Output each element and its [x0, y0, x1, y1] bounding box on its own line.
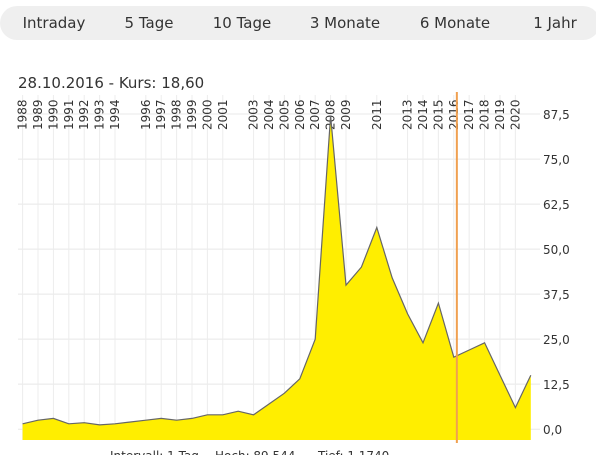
x-tick-label: 1999 [185, 99, 199, 130]
tab[interactable]: Intraday [22, 14, 86, 32]
chart-title: 28.10.2016 - Kurs: 18,60 [18, 74, 204, 92]
y-tick-label: 25,0 [543, 333, 570, 347]
y-tick-label: 87,5 [543, 108, 570, 122]
x-tick-label: 2016 [447, 99, 461, 130]
x-tick-label: 2007 [308, 99, 322, 130]
tab[interactable]: 5 Tage [124, 14, 174, 32]
x-tick-label: 2013 [401, 99, 415, 130]
y-tick-label: 12,5 [543, 378, 570, 392]
x-tick-label: 2005 [277, 99, 291, 130]
x-tick-label: 1996 [139, 99, 153, 130]
x-tick-label: 2006 [293, 99, 307, 130]
x-tick-label: 2000 [200, 99, 214, 130]
x-tick-label: 1994 [108, 99, 122, 130]
y-tick-label: 50,0 [543, 243, 570, 257]
x-tick-label: 1991 [62, 99, 76, 130]
x-tick-label: 2018 [478, 99, 492, 130]
tab[interactable]: 6 Monate [419, 14, 491, 32]
x-tick-label: 2003 [247, 99, 261, 130]
x-tick-label: 2009 [339, 99, 353, 130]
x-tick-label: 2019 [493, 99, 507, 130]
y-tick-label: 62,5 [543, 198, 570, 212]
x-tick-label: 1993 [93, 99, 107, 130]
x-tick-label: 1989 [31, 99, 45, 130]
x-tick-label: 1998 [170, 99, 184, 130]
x-tick-label: 2008 [324, 99, 338, 130]
tab-bar: Intraday 5 Tage 10 Tage 3 Monate 6 Monat… [0, 6, 596, 40]
x-tick-label: 2015 [431, 99, 445, 130]
x-tick-label: 1988 [16, 99, 30, 130]
x-tick-label: 2001 [216, 99, 230, 130]
footer-info: Tief: 1,1740 [317, 449, 389, 455]
x-tick-label: 2017 [462, 99, 476, 130]
x-tick-label: 2020 [508, 99, 522, 130]
tab[interactable]: 10 Tage [212, 14, 272, 32]
x-tick-label: 1992 [77, 99, 91, 130]
footer-info: Hoch: 89,544 [215, 449, 295, 455]
tab[interactable]: 3 Monate [309, 14, 381, 32]
y-tick-label: 0,0 [543, 423, 562, 437]
tab[interactable]: 1 Jahr [533, 14, 577, 32]
x-tick-label: 2004 [262, 99, 276, 130]
footer-info: Intervall: 1 Tag [110, 449, 199, 455]
y-tick-label: 37,5 [543, 288, 570, 302]
x-tick-label: 2011 [370, 99, 384, 130]
price-line [22, 115, 532, 426]
area [22, 115, 531, 441]
x-tick-label: 1990 [46, 99, 60, 130]
y-tick-label: 75,0 [543, 153, 570, 167]
x-tick-label: 1997 [154, 99, 168, 130]
x-tick-label: 2014 [416, 99, 430, 130]
